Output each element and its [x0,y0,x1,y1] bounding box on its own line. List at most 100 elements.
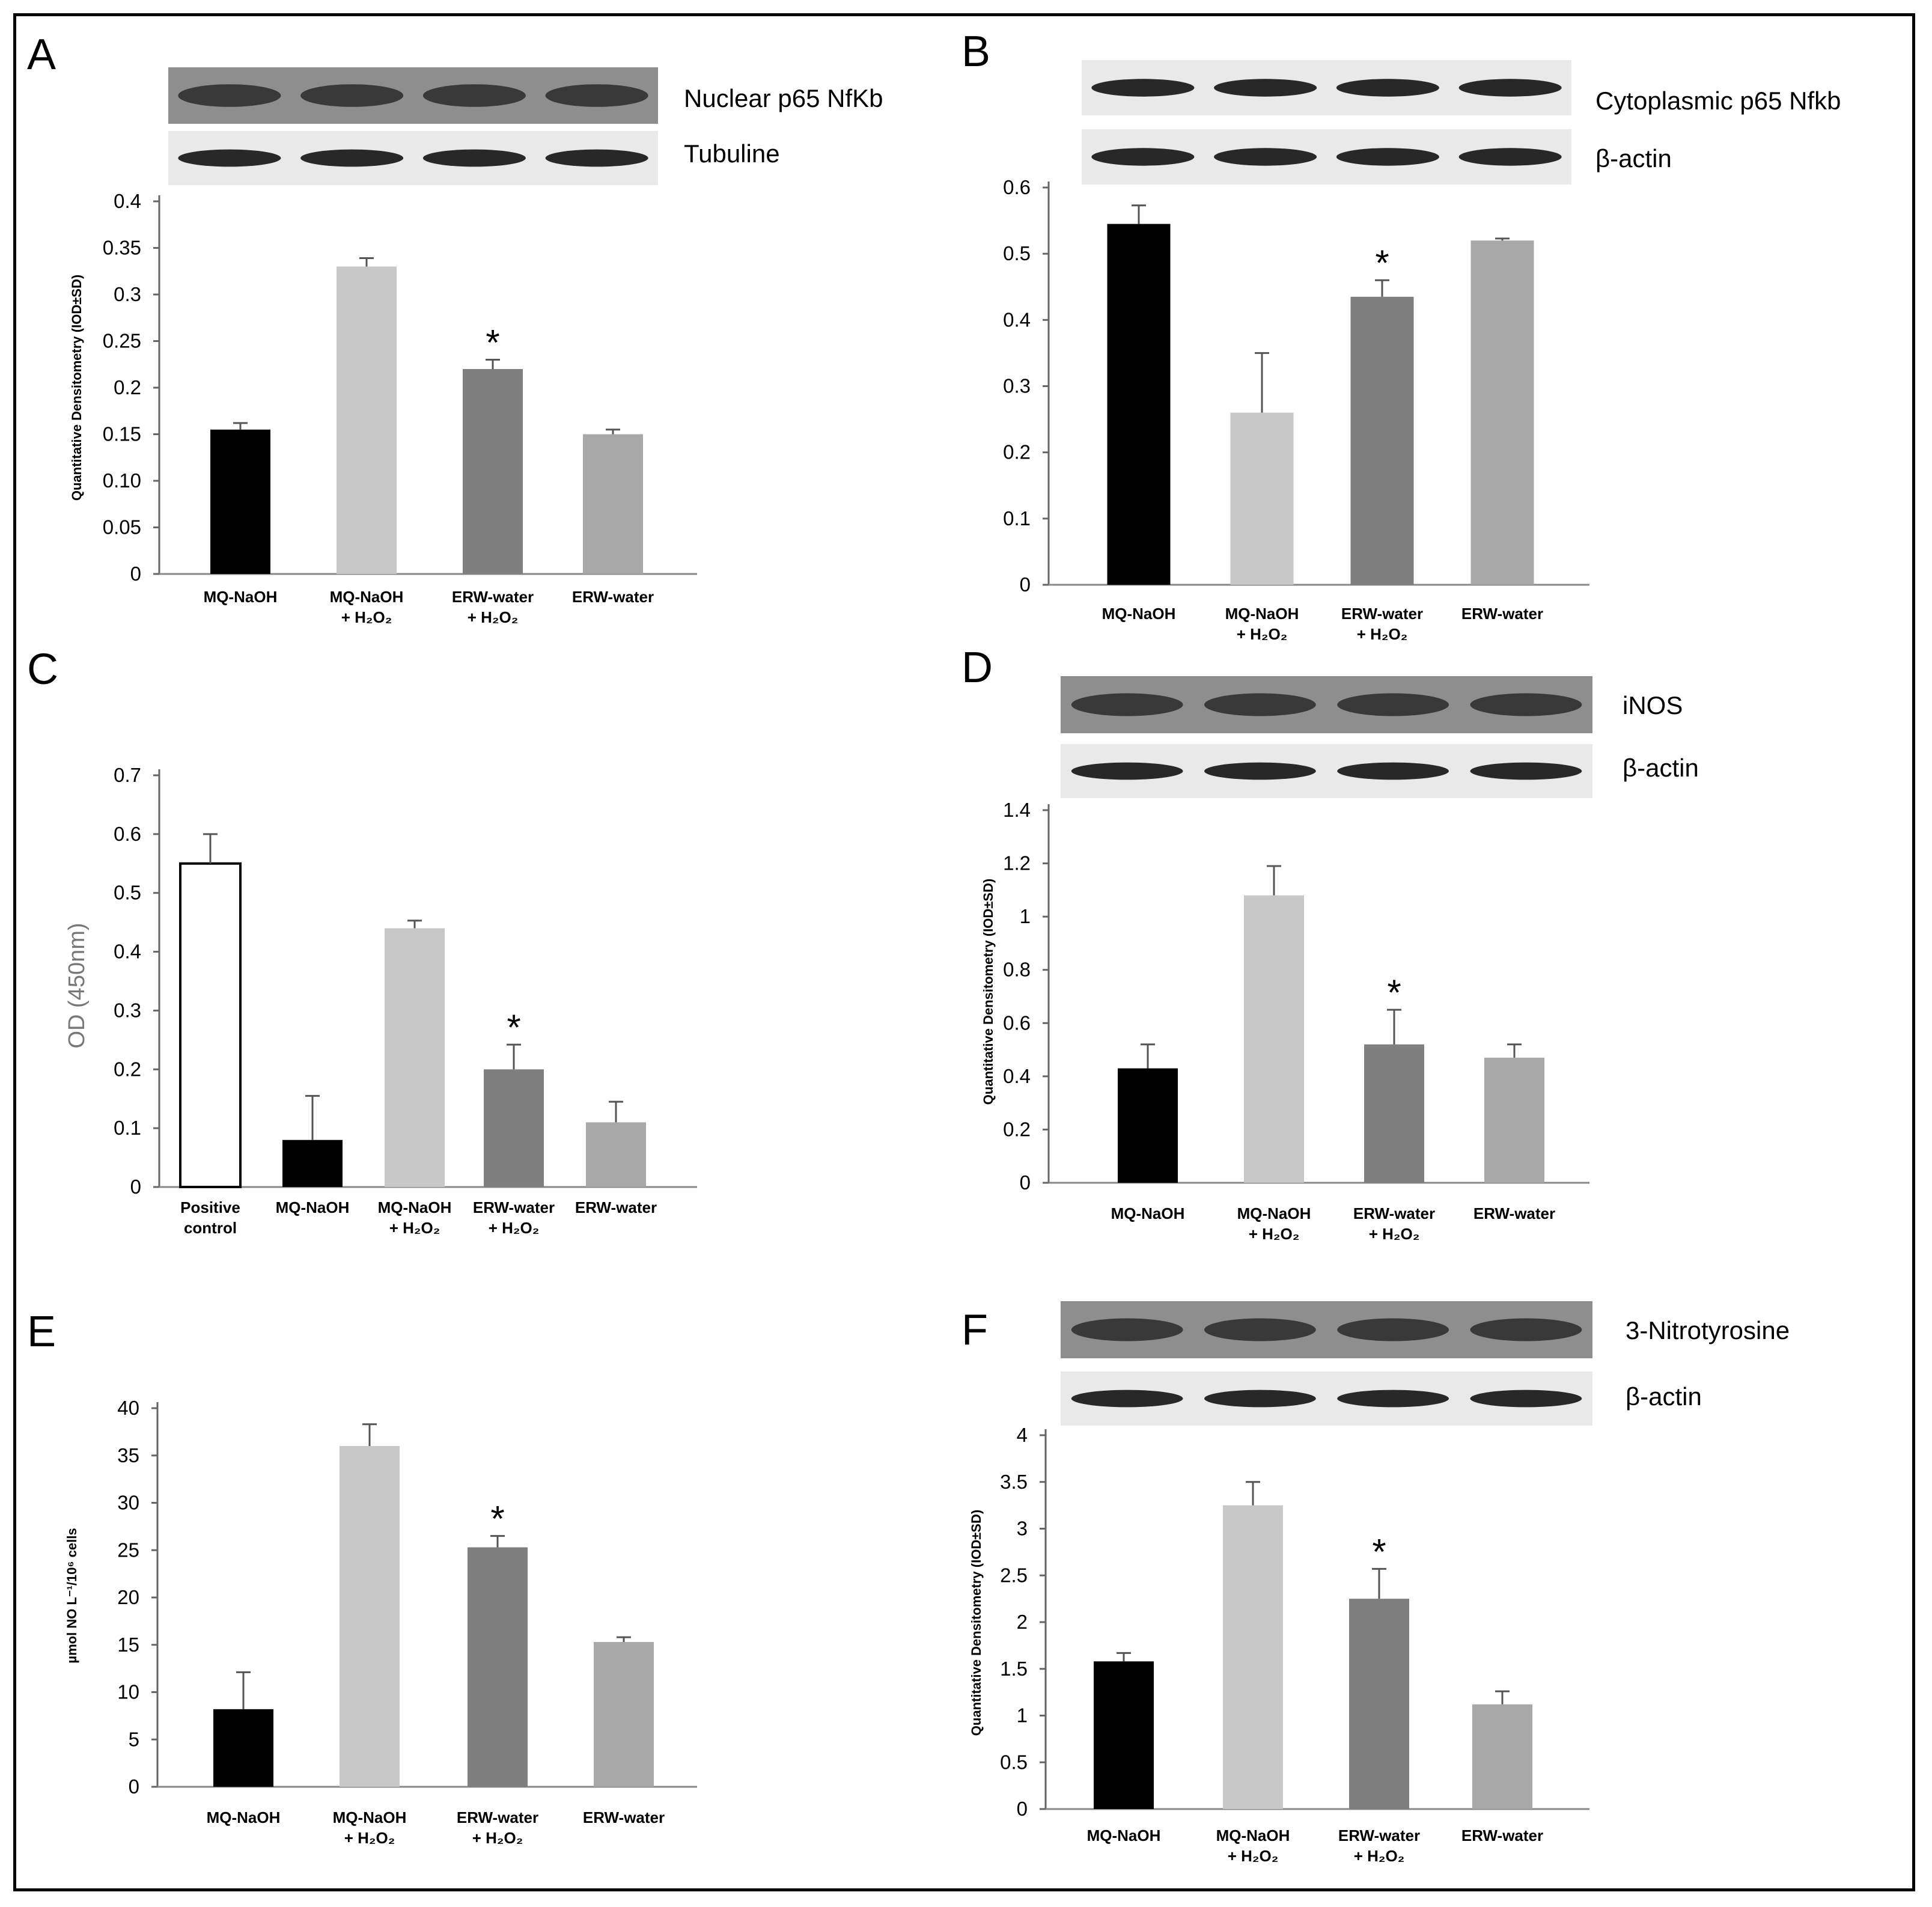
x-tick-label: control [184,1219,237,1237]
y-tick-label: 2.5 [1000,1564,1028,1586]
blot-band [1337,1390,1449,1408]
panel-letter: B [961,28,990,76]
y-tick-label: 20 [117,1586,139,1608]
y-tick-label: 0.6 [1003,1011,1031,1034]
x-tick-label: ERW-water [1338,1826,1420,1844]
blot-band [1470,693,1582,716]
x-tick-label: ERW-water [1353,1204,1435,1222]
x-tick-label: ERW-water [1461,1826,1543,1844]
y-tick-label: 0.2 [1003,441,1031,463]
y-tick-label: 0.3 [114,283,141,305]
y-tick-label: 0.5 [1000,1751,1028,1773]
y-tick-label: 0.5 [1003,242,1031,264]
y-tick-label: 0.2 [114,376,141,398]
y-tick-label: 0.6 [114,823,141,845]
x-tick-label: + H₂O₂ [1369,1225,1420,1243]
bar [337,266,397,574]
bar [1350,296,1414,585]
y-tick-label: 0 [1017,1798,1028,1820]
y-axis-label: Quantitative Densitometry (IOD±SD) [981,879,996,1105]
significance-marker: * [1387,972,1401,1013]
x-tick-label: ERW-water [1341,605,1423,623]
blot-label: Tubuline [684,139,780,168]
y-tick-label: 4 [1017,1424,1028,1446]
y-axis-label: Quantitative Densitometry (IOD±SD) [969,1510,984,1736]
blot-band [1091,148,1195,166]
y-tick-label: 0.1 [1003,507,1031,529]
panel-letter: A [27,31,56,79]
blot-label: β-actin [1595,144,1672,172]
bar [385,928,445,1187]
blot-band [1071,1390,1183,1408]
bar [1223,1505,1283,1809]
western-blot-5-0 [1061,1301,1592,1358]
significance-marker: * [1375,243,1389,283]
y-tick-label: 2 [1017,1611,1028,1633]
blot-band [1337,693,1449,716]
bar [1472,1704,1532,1809]
western-blot-1-1 [1082,129,1571,185]
panel-b: B Cytoplasmic p65 Nfkb β-actin 0 0.1 0.2 0.3 0.… [961,28,1841,643]
y-tick-label: 0.8 [1003,959,1031,981]
blot-band [1071,762,1183,780]
y-tick-label: 0.5 [114,882,141,904]
bar [586,1122,646,1187]
significance-marker: * [507,1007,520,1048]
x-tick-label: MQ-NaOH [330,588,404,606]
y-tick-label: 0.6 [1003,176,1031,198]
x-tick-label: ERW-water [457,1808,538,1826]
significance-marker: * [1372,1531,1386,1572]
panel-letter: F [961,1306,988,1354]
y-tick-label: 3.5 [1000,1471,1028,1493]
x-tick-label: + H₂O₂ [1249,1225,1300,1243]
western-blot-5-1 [1061,1372,1592,1426]
blot-band [1470,762,1582,780]
y-tick-label: 0.4 [1003,1065,1031,1087]
y-tick-label: 1.4 [1003,799,1031,821]
panel-f: F 3-Nitrotyrosine β-actin 0 0.5 1 1.5 2 2.5 3 3.5 4… [961,1306,1790,1865]
blot-band [545,84,648,107]
x-tick-label: MQ-NaOH [1111,1204,1185,1222]
panel-letter: C [27,645,58,694]
panel-letter: E [27,1308,56,1356]
y-tick-label: 0 [1020,1171,1031,1194]
blot-band [422,84,526,107]
blot-band [1214,148,1317,166]
blot-band [1470,1390,1582,1408]
x-tick-label: + H₂O₂ [489,1219,540,1237]
x-tick-label: + H₂O₂ [1237,625,1288,643]
y-tick-label: 0.2 [114,1058,141,1080]
y-tick-label: 30 [117,1492,139,1514]
panel-a: A Nuclear p65 NfKb Tubuline 0 0.05 0.10 0.15 0.… [27,31,883,626]
x-tick-label: ERW-water [575,1198,657,1216]
y-tick-label: 0.7 [114,764,141,786]
blot-band [1204,762,1316,780]
y-tick-label: 5 [129,1728,139,1750]
significance-marker: * [486,323,499,363]
x-tick-label: + H₂O₂ [389,1219,440,1237]
y-tick-label: 0 [130,563,141,585]
bar [1230,412,1294,585]
x-tick-label: MQ-NaOH [1102,605,1176,623]
x-tick-label: ERW-water [1473,1204,1555,1222]
western-blot-3-0 [1061,676,1592,733]
y-tick-label: 0.25 [103,330,141,352]
western-blot-0-1 [168,131,658,185]
y-tick-label: 0.4 [114,941,141,963]
blot-label: 3-Nitrotyrosine [1626,1316,1790,1344]
x-tick-label: + H₂O₂ [1357,625,1408,643]
y-tick-label: 0.35 [103,237,141,259]
y-tick-label: 1.5 [1000,1658,1028,1680]
y-tick-label: 0.2 [1003,1118,1031,1140]
x-tick-label: MQ-NaOH [207,1808,281,1826]
western-blot-3-1 [1061,744,1592,798]
blot-label: β-actin [1626,1382,1702,1411]
x-tick-label: Positive [180,1198,240,1216]
blot-band [300,84,404,107]
blot-band [178,84,281,107]
bar [1107,224,1171,585]
blot-band [1071,693,1183,716]
blot-label: Cytoplasmic p65 Nfkb [1595,87,1841,115]
blot-label: iNOS [1623,691,1683,719]
y-axis-label: Quantitative Densitometry (IOD±SD) [69,275,84,501]
